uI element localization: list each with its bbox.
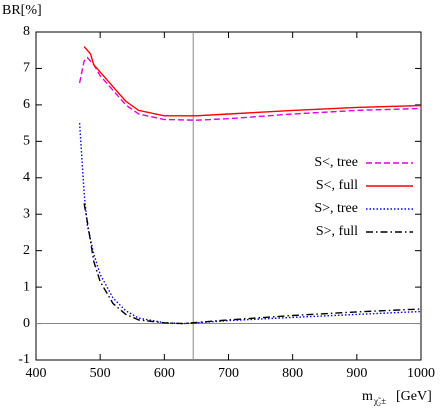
y-tick-label: 7 [23,61,30,76]
x-axis-unit: [GeV] [396,389,432,404]
y-tick-label: 2 [23,243,30,258]
x-tick-label: 800 [282,366,303,381]
y-tick-label: -1 [18,352,30,367]
x-tick-label: 1000 [407,366,435,381]
plot-frame [35,31,422,361]
legend-label: S>, tree [314,201,358,216]
x-tick-label: 400 [26,366,47,381]
y-tick-label: 0 [23,316,30,331]
y-axis-label: BR[%] [2,3,42,18]
y-tick-label: 6 [23,97,30,112]
series-line [83,203,422,325]
x-tick-label: 700 [218,366,239,381]
legend-label: S<, tree [314,155,358,170]
y-tick-label: 4 [23,170,30,185]
x-tick-label: 900 [346,366,367,381]
legend-label: S<, full [316,178,358,193]
legend-label: S>, full [316,224,358,239]
y-tick-label: 5 [23,134,30,149]
y-tick-label: 8 [23,24,30,39]
y-tick-label: 3 [23,206,30,221]
series-line [78,123,422,325]
x-tick-label: 500 [90,366,111,381]
series-line [83,46,422,117]
y-tick-label: 1 [23,279,30,294]
x-axis-label: m [362,389,373,404]
x-tick-label: 600 [154,366,175,381]
x-axis-label-sub: χ̃₂± [373,396,386,406]
series-line [78,56,422,121]
